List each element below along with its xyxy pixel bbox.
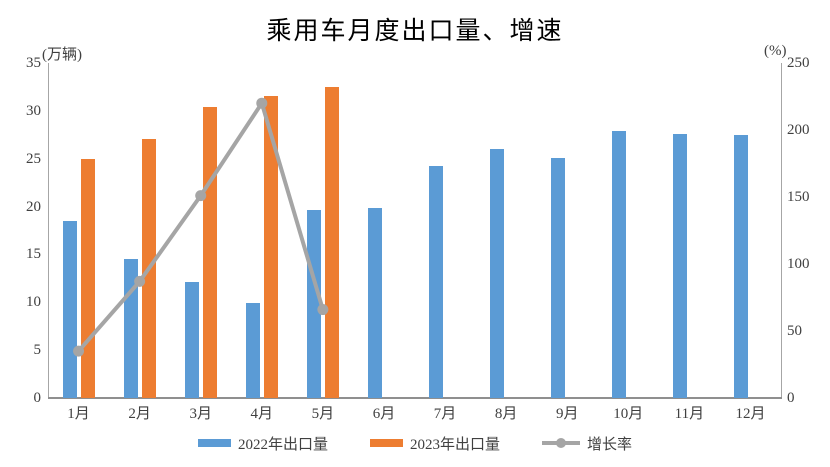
- left-tick-35: 35: [26, 55, 41, 71]
- bar-2023年出口量-4月: [263, 95, 278, 398]
- bar-2023年出口量-2月: [141, 138, 156, 398]
- bar-2023年出口量-3月: [202, 107, 217, 398]
- x-label-6月: 6月: [372, 406, 396, 422]
- left-tick-20: 20: [26, 198, 41, 215]
- right-axis-unit-label: (%): [764, 43, 787, 59]
- right-tick-0: 0: [787, 390, 795, 406]
- left-tick-0: 0: [33, 390, 42, 406]
- x-label-8月: 8月: [494, 406, 518, 422]
- left-axis-line: [48, 63, 49, 398]
- bar-2022年出口量-7月: [429, 166, 444, 398]
- bar-2022年出口量-4月: [245, 303, 260, 398]
- x-label-5月: 5月: [311, 406, 335, 422]
- bar-2022年出口量-10月: [612, 130, 627, 398]
- bar-2022年出口量-11月: [673, 133, 688, 398]
- x-label-12月: 12月: [735, 406, 766, 422]
- left-axis-unit-label: (万辆): [42, 47, 82, 63]
- left-tick-10: 10: [26, 294, 41, 311]
- x-label-11月: 11月: [674, 406, 705, 422]
- legend-label-2022: 2022年出口量: [237, 436, 328, 453]
- bar-2022年出口量-1月: [62, 220, 77, 398]
- left-tick-30: 30: [26, 102, 41, 119]
- legend-item-growth-rate: 增长率: [542, 433, 632, 454]
- legend-label-2023: 2023年出口量: [409, 436, 500, 453]
- bar-2023年出口量-5月: [324, 86, 339, 398]
- bar-2022年出口量-3月: [184, 282, 199, 398]
- legend-swatch-2023: [369, 439, 403, 447]
- bar-2022年出口量-6月: [367, 208, 382, 398]
- x-label-9月: 9月: [555, 406, 579, 422]
- legend-line-marker-icon: [542, 438, 580, 448]
- bar-2022年出口量-12月: [734, 134, 749, 398]
- right-tick-150: 150: [787, 189, 810, 205]
- x-label-7月: 7月: [433, 406, 457, 422]
- x-label-4月: 4月: [250, 406, 274, 422]
- x-label-2月: 2月: [128, 406, 151, 422]
- right-tick-50: 50: [787, 323, 802, 339]
- bar-2022年出口量-5月: [306, 210, 321, 398]
- legend: 2022年出口量 2023年出口量 增长率: [0, 433, 830, 453]
- legend-label-growth-rate: 增长率: [587, 436, 633, 453]
- x-label-1月: 1月: [67, 406, 90, 422]
- bar-2022年出口量-8月: [490, 149, 505, 398]
- bar-2023年出口量-1月: [80, 158, 95, 398]
- right-tick-200: 200: [787, 122, 810, 138]
- right-tick-100: 100: [787, 256, 810, 272]
- left-tick-25: 25: [26, 150, 41, 167]
- legend-swatch-2022: [197, 439, 231, 447]
- bar-2022年出口量-9月: [551, 157, 566, 398]
- growth-rate-line: [77, 98, 325, 353]
- bar-2022年出口量-2月: [123, 259, 138, 398]
- x-label-10月: 10月: [613, 406, 644, 422]
- left-tick-15: 15: [26, 246, 41, 263]
- chart-title: 乘用车月度出口量、增速: [266, 18, 564, 45]
- right-axis-line: [781, 63, 782, 398]
- x-axis-line: [48, 397, 782, 399]
- x-label-3月: 3月: [189, 406, 212, 422]
- legend-item-2022: 2022年出口量: [197, 433, 328, 454]
- left-tick-5: 5: [33, 342, 42, 359]
- right-tick-250: 250: [787, 55, 810, 71]
- legend-item-2023: 2023年出口量: [369, 433, 500, 454]
